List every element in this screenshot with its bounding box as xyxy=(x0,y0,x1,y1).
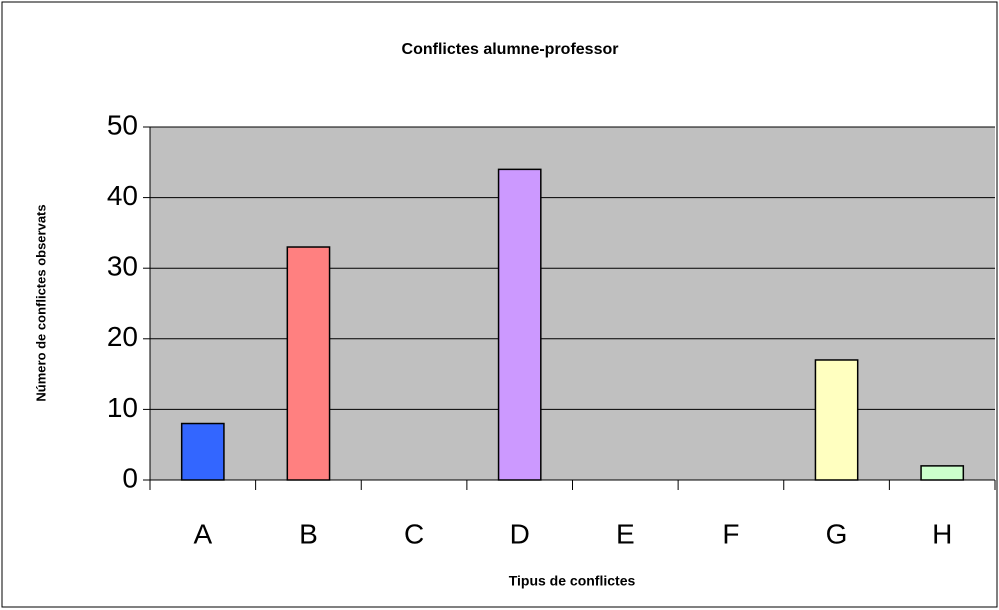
bar xyxy=(286,246,331,481)
x-tick-label: A xyxy=(193,518,212,549)
x-tick-label: B xyxy=(299,518,318,549)
x-tick-label: D xyxy=(510,518,530,549)
x-axis-label: Tipus de conflictes xyxy=(509,573,636,589)
bar xyxy=(497,168,542,481)
x-tick-label: F xyxy=(722,518,739,549)
y-tick-label: 30 xyxy=(107,251,138,282)
y-tick-label: 10 xyxy=(107,392,138,423)
y-tick-label: 40 xyxy=(107,180,138,211)
bar xyxy=(180,422,225,481)
y-tick-label: 0 xyxy=(122,462,138,493)
bar xyxy=(920,465,965,481)
bar xyxy=(814,359,859,481)
chart-title: Conflictes alumne-professor xyxy=(402,41,619,58)
y-tick-label: 20 xyxy=(107,321,138,352)
plot-area xyxy=(150,127,995,480)
x-tick-label: H xyxy=(932,518,952,549)
x-tick-label: C xyxy=(404,518,424,549)
y-axis-label: Número de conflictes observats xyxy=(33,204,48,401)
x-tick-label: G xyxy=(826,518,848,549)
y-tick-label: 50 xyxy=(107,109,138,140)
x-tick-label: E xyxy=(616,518,635,549)
